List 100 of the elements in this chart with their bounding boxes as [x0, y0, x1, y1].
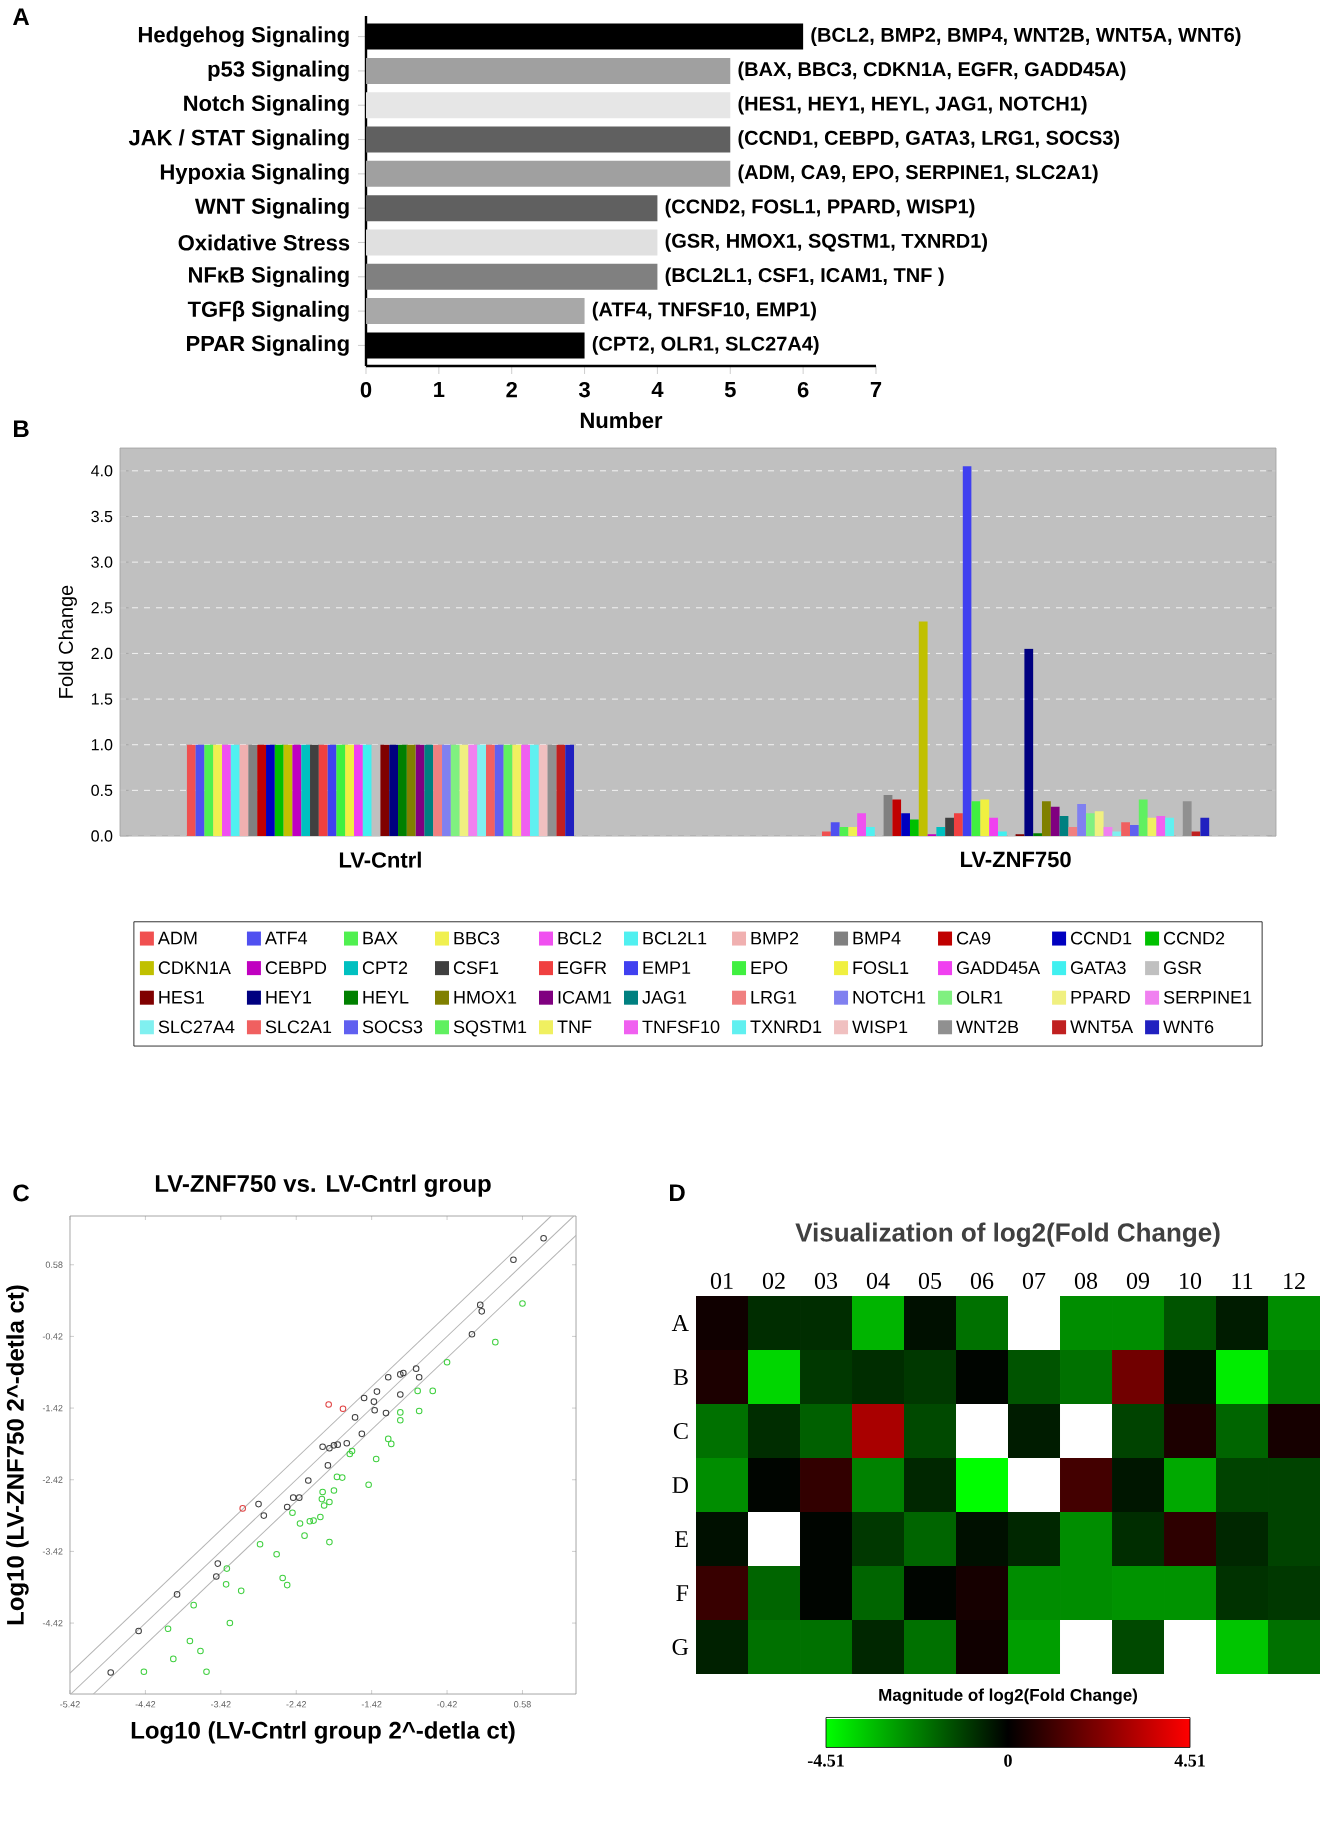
- legend-label: HMOX1: [454, 990, 517, 1004]
- point: [540, 1234, 547, 1242]
- bar: [883, 794, 893, 837]
- point: [468, 1330, 476, 1338]
- bar: [909, 819, 919, 837]
- bar: [997, 831, 1007, 837]
- point: [140, 1668, 148, 1676]
- bar: [494, 744, 504, 837]
- y-tick-label: E: [674, 1531, 688, 1547]
- point: [326, 1498, 333, 1506]
- bar: [230, 744, 240, 837]
- bar: [892, 799, 902, 837]
- point: [429, 1387, 437, 1395]
- point: [295, 1494, 303, 1501]
- point: [415, 1407, 423, 1415]
- point: [213, 1573, 220, 1580]
- y-tick-label: 1.0: [91, 739, 113, 751]
- data-label: (HES1, HEY1, HEYL, JAG1, NOTCH1): [738, 95, 1087, 115]
- point: [384, 1373, 392, 1381]
- bar: [336, 744, 346, 837]
- point: [170, 1655, 177, 1663]
- legend-label: BCL2: [558, 931, 602, 945]
- point: [173, 1591, 181, 1598]
- chart-title: LV-ZNF750 vs. LV-Cntrl group: [155, 1174, 491, 1197]
- y-tick-label: 2.0: [91, 647, 113, 660]
- point: [186, 1637, 194, 1645]
- legend-label: BBC3: [454, 931, 500, 945]
- bar: [468, 744, 478, 837]
- x-tick-label: 06: [970, 1272, 994, 1289]
- bar: [1182, 801, 1192, 837]
- point: [190, 1601, 197, 1609]
- point: [203, 1668, 210, 1676]
- bar: [366, 195, 658, 222]
- point: [289, 1494, 297, 1501]
- x-axis-title: Log10 (LV-Cntrl group 2^-detla ct): [131, 1721, 515, 1744]
- text: C: [13, 1184, 30, 1202]
- y-tick-label: WNT Signaling: [194, 197, 349, 219]
- point: [289, 1509, 296, 1517]
- legend-label: TNFSF10: [642, 1020, 720, 1034]
- bar: [1094, 811, 1104, 837]
- point: [382, 1409, 390, 1417]
- bar: [830, 822, 840, 837]
- y-tick-label: 3.5: [91, 510, 113, 523]
- bar: [1077, 804, 1086, 837]
- legend-label: OLR1: [956, 990, 1003, 1004]
- legend-label: FOSL1: [853, 961, 909, 975]
- x-axis-title: Number: [580, 412, 663, 429]
- y-tick-label: 3.0: [91, 556, 113, 568]
- point: [279, 1574, 286, 1582]
- bar: [512, 744, 522, 837]
- bar: [442, 744, 451, 837]
- y-axis-title: Fold Change: [58, 585, 77, 698]
- y-tick-label: G: [672, 1638, 689, 1656]
- legend-label: TXNRD1: [750, 1020, 822, 1033]
- y-tick-label: A: [671, 1315, 689, 1331]
- x-tick-label: 3: [578, 381, 590, 398]
- bar: [821, 831, 831, 837]
- bar: [398, 744, 407, 837]
- color-bar-title: Magnitude of log2(Fold Change): [879, 1688, 1138, 1705]
- bar: [989, 817, 998, 837]
- bar: [839, 826, 849, 837]
- bar: [1112, 831, 1122, 837]
- legend-label: CA9: [956, 931, 991, 945]
- legend-label: CCND2: [1163, 931, 1225, 945]
- legend-label: BAX: [363, 931, 398, 945]
- legend-label: WISP1: [852, 1020, 908, 1034]
- y-tick-label: F: [676, 1585, 689, 1601]
- bar: [901, 813, 910, 837]
- color-bar-label: -4.51: [807, 1754, 844, 1767]
- y-tick-label: Oxidative Stress: [178, 234, 350, 251]
- point: [400, 1369, 407, 1377]
- bar: [962, 466, 972, 837]
- legend-label: ICAM1: [558, 990, 612, 1004]
- x-tick-label: 6: [797, 381, 809, 398]
- point: [326, 1538, 333, 1546]
- point: [348, 1447, 356, 1455]
- y-axis-title: Log10 (LV-ZNF750 2^-detla ct): [6, 1285, 29, 1625]
- x-tick-label: 10: [1180, 1272, 1202, 1289]
- bar: [1103, 826, 1113, 837]
- point: [310, 1517, 317, 1524]
- bar: [521, 744, 531, 837]
- legend-label: PPARD: [1071, 991, 1130, 1004]
- point: [256, 1540, 264, 1548]
- legend-label: GATA3: [1070, 961, 1126, 975]
- bar: [477, 744, 487, 837]
- legend-label: SOCS3: [362, 1020, 423, 1034]
- x-tick-label: 04: [866, 1272, 890, 1289]
- point: [135, 1627, 142, 1635]
- bar: [301, 744, 311, 837]
- x-tick-label: 5: [724, 381, 736, 398]
- point: [339, 1405, 347, 1413]
- bar: [248, 744, 258, 837]
- bar: [980, 799, 990, 837]
- point: [320, 1502, 328, 1509]
- data-label: (GSR, HMOX1, SQSTM1, TXNRD1): [665, 233, 987, 252]
- y-tick-label: Notch Signaling: [184, 94, 349, 116]
- point: [372, 1455, 380, 1463]
- point: [397, 1409, 404, 1416]
- bar: [366, 229, 658, 256]
- point: [319, 1443, 326, 1451]
